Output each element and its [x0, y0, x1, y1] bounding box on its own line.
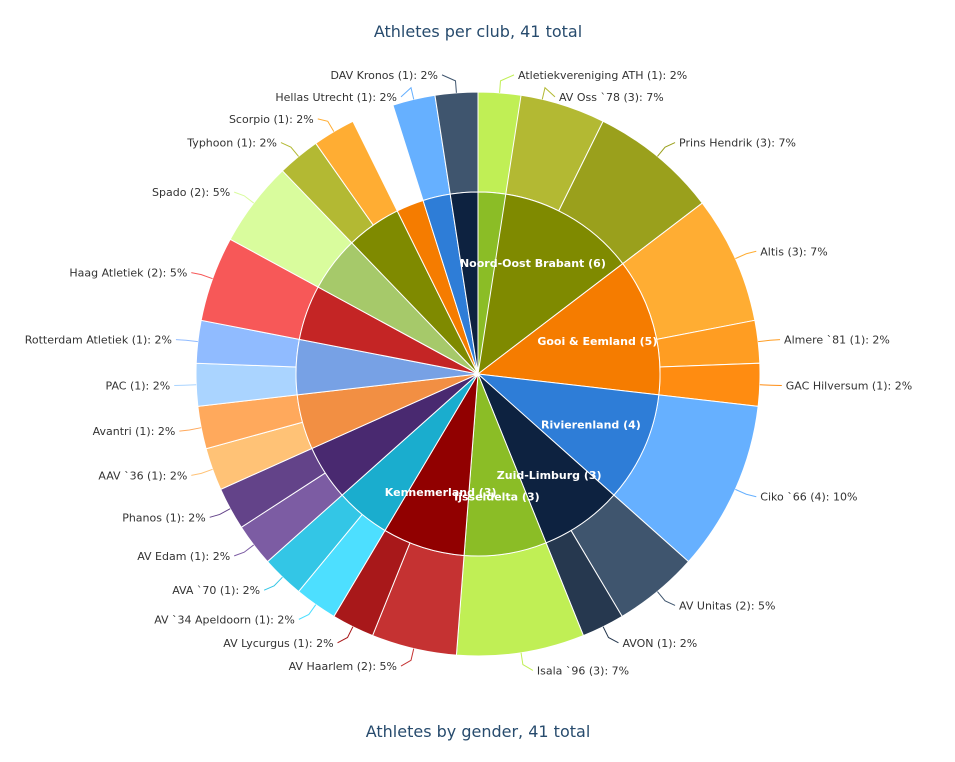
label-connector [280, 142, 299, 157]
inner-slice[interactable] [476, 373, 660, 496]
slice-labels: Noord-Oost Brabant (6) Gooi & Eemland (5)… [25, 69, 912, 678]
inner-slice-label: Noord-Oost Brabant (6) [460, 257, 606, 270]
label-connector [191, 272, 213, 280]
inner-ring [295, 191, 661, 557]
label-connector [400, 648, 415, 667]
label-connector [541, 86, 556, 100]
label-connector [657, 142, 676, 157]
outer-slice-label: Spado (2): 5% [152, 186, 230, 199]
label-connector [499, 74, 515, 93]
label-connector [520, 652, 534, 671]
inner-slice[interactable] [476, 262, 661, 396]
label-connector [735, 488, 757, 498]
outer-slice-label: Rotterdam Atletiek (1): 2% [25, 334, 172, 347]
outer-slice-label: PAC (1): 2% [106, 379, 171, 392]
outer-slice-label: AV Lycurgus (1): 2% [223, 637, 333, 650]
inner-slice-label: Kennemerland (3) [385, 486, 497, 499]
outer-slice-label: AV Unitas (2): 5% [679, 599, 775, 612]
outer-slice-label: Ciko `66 (4): 10% [760, 491, 857, 504]
label-connector [602, 626, 619, 644]
label-connector [209, 508, 231, 518]
label-connector [234, 191, 255, 204]
outer-slice-label: Avantri (1): 2% [93, 425, 176, 438]
label-connector [263, 576, 283, 591]
label-connector [179, 427, 202, 432]
chart-title: Athletes per club, 41 total [374, 22, 582, 41]
label-connector [174, 384, 197, 386]
outer-slice-label: AV `34 Apeldoorn (1): 2% [154, 613, 295, 626]
outer-slice-label: AVON (1): 2% [622, 637, 697, 650]
second-chart-title: Athletes by gender, 41 total [366, 722, 591, 741]
outer-slice-label: GAC Hilversum (1): 2% [786, 379, 912, 392]
outer-slice-label: Typhoon (1): 2% [186, 137, 277, 150]
inner-slice[interactable] [477, 191, 507, 375]
label-connector [337, 626, 354, 644]
outer-slice-label: AAV `36 (1): 2% [98, 469, 187, 482]
outer-slice-label: Scorpio (1): 2% [229, 113, 314, 126]
label-connector [175, 339, 198, 343]
outer-slice-label: Isala `96 (3): 7% [537, 664, 629, 677]
outer-slice-label: AV Oss `78 (3): 7% [559, 91, 664, 104]
inner-slice-label: Zuid-Limburg (3) [497, 469, 602, 482]
label-connector [400, 86, 415, 100]
outer-slice-label: Altis (3): 7% [760, 245, 827, 258]
outer-slice-label: Phanos (1): 2% [122, 511, 206, 524]
label-connector [657, 591, 676, 606]
outer-slice-label: Atletiekvereniging ATH (1): 2% [518, 69, 687, 82]
outer-slice-label: AV Haarlem (2): 5% [289, 660, 397, 673]
outer-slice-label: DAV Kronos (1): 2% [330, 69, 438, 82]
label-connector [234, 544, 255, 557]
label-connector [759, 384, 782, 386]
outer-slice-label: AV Edam (1): 2% [137, 550, 230, 563]
label-connector [441, 74, 457, 93]
label-connector [758, 339, 781, 343]
outer-slice-label: AVA `70 (1): 2% [172, 584, 260, 597]
outer-slice-label: Almere `81 (1): 2% [784, 334, 890, 347]
label-connector [317, 118, 335, 132]
outer-slice-label: Prins Hendrik (3): 7% [679, 137, 796, 150]
label-connector [191, 468, 213, 476]
label-connector [735, 250, 757, 260]
inner-slice-label: Rivierenland (4) [541, 419, 641, 432]
outer-slice-label: Hellas Utrecht (1): 2% [275, 91, 397, 104]
outer-slice-label: Haag Atletiek (2): 5% [69, 267, 187, 280]
label-connector [298, 604, 317, 620]
inner-slice-label: Gooi & Eemland (5) [537, 335, 657, 348]
inner-slice-label: Ijsseldelta (3) [454, 490, 540, 503]
outer-ring [195, 91, 761, 657]
